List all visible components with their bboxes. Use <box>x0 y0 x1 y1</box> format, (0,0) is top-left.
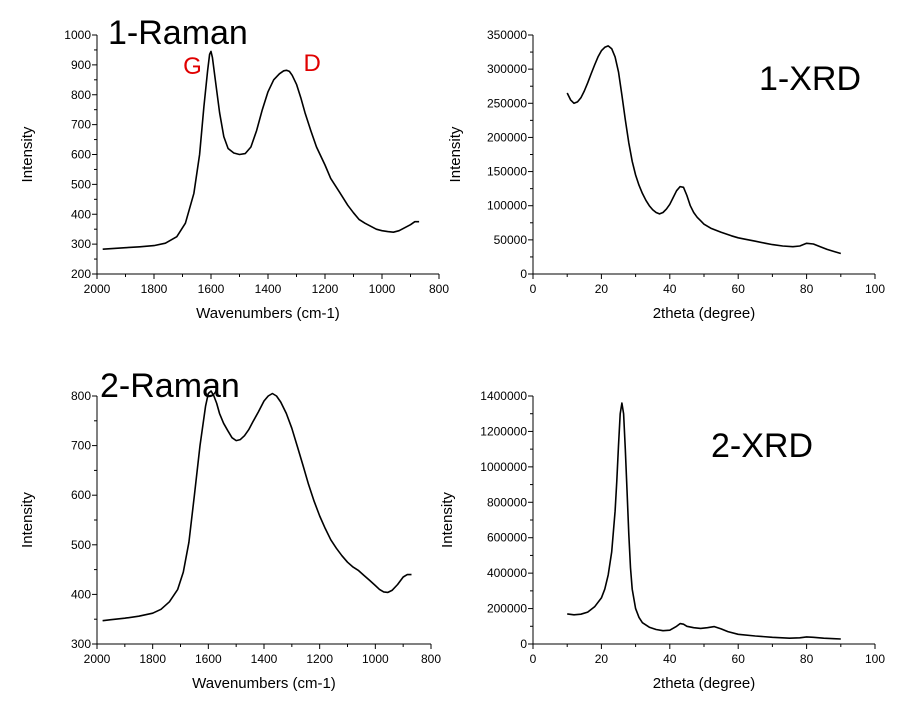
y-tick-label: 1000 <box>64 28 91 42</box>
x-tick-label: 1600 <box>198 282 225 296</box>
y-tick-label: 500 <box>71 538 91 552</box>
y-tick-label: 150000 <box>487 165 527 179</box>
y-tick-label: 800000 <box>487 495 527 509</box>
y-tick-label: 800 <box>71 389 91 403</box>
x-tick-label: 0 <box>530 652 537 666</box>
peak-annotation: G <box>183 53 202 80</box>
y-tick-label: 300 <box>71 637 91 651</box>
series-line-1 <box>102 50 420 250</box>
x-tick-label: 800 <box>429 282 449 296</box>
y-axis-title: Intensity <box>447 126 464 182</box>
chart-title: 2-XRD <box>711 427 813 465</box>
x-tick-label: 800 <box>421 652 441 666</box>
y-tick-label: 200000 <box>487 130 527 144</box>
chart-panel-1: 2000 1800 1600 1400 1200 1000 800 200 300 400 500 6… <box>19 14 449 322</box>
x-tick-label: 1200 <box>312 282 339 296</box>
chart-title: 1-XRD <box>759 60 861 98</box>
y-tick-label: 0 <box>520 267 527 281</box>
x-tick-label: 100 <box>865 282 885 296</box>
y-tick-label: 300 <box>71 237 91 251</box>
y-tick-label: 350000 <box>487 28 527 42</box>
x-tick-label: 20 <box>595 282 609 296</box>
y-tick-label: 1400000 <box>480 389 527 403</box>
x-tick-label: 1000 <box>369 282 396 296</box>
y-tick-label: 300000 <box>487 62 527 76</box>
y-tick-label: 400000 <box>487 566 527 580</box>
y-tick-label: 700 <box>71 439 91 453</box>
y-tick-label: 800 <box>71 88 91 102</box>
y-tick-label: 100000 <box>487 199 527 213</box>
x-tick-label: 1400 <box>251 652 278 666</box>
x-tick-label: 60 <box>732 652 746 666</box>
y-tick-label: 250000 <box>487 96 527 110</box>
x-tick-label: 80 <box>800 652 814 666</box>
x-tick-label: 1800 <box>139 652 166 666</box>
y-tick-label: 200000 <box>487 602 527 616</box>
y-tick-label: 1200000 <box>480 424 527 438</box>
y-tick-label: 1000000 <box>480 460 527 474</box>
chart-title: 1-Raman <box>108 14 248 52</box>
x-tick-label: 1200 <box>306 652 333 666</box>
series-line-1 <box>566 45 842 255</box>
y-axis-title: Intensity <box>439 492 456 548</box>
y-tick-label: 600000 <box>487 531 527 545</box>
chart-panel-4: 0 20 40 60 80 100 0 200000 400000 600000 800000 100… <box>439 389 885 692</box>
x-tick-label: 0 <box>530 282 537 296</box>
y-tick-label: 200 <box>71 267 91 281</box>
x-tick-label: 40 <box>663 652 677 666</box>
x-tick-label: 60 <box>732 282 746 296</box>
y-tick-label: 600 <box>71 488 91 502</box>
x-tick-label: 80 <box>800 282 814 296</box>
x-tick-label: 1000 <box>362 652 389 666</box>
x-tick-label: 20 <box>595 652 609 666</box>
x-axis-title: Wavenumbers (cm-1) <box>192 675 336 692</box>
chart-panel-3: 2000 1800 1600 1400 1200 1000 800 300 400 500 600 7… <box>19 367 441 692</box>
x-axis-title: Wavenumbers (cm-1) <box>196 305 340 322</box>
series-line-1 <box>102 390 412 622</box>
x-tick-label: 100 <box>865 652 885 666</box>
y-tick-label: 600 <box>71 148 91 162</box>
x-tick-label: 1800 <box>141 282 168 296</box>
peak-annotation: D <box>304 50 321 77</box>
x-tick-label: 1400 <box>255 282 282 296</box>
x-tick-label: 2000 <box>84 282 111 296</box>
y-tick-label: 500 <box>71 177 91 191</box>
y-axis-title: Intensity <box>19 126 36 182</box>
y-tick-label: 700 <box>71 118 91 132</box>
x-axis-title: 2theta (degree) <box>653 305 756 322</box>
series-line-1 <box>567 402 841 640</box>
y-tick-label: 400 <box>71 207 91 221</box>
chart-title: 2-Raman <box>100 367 240 405</box>
x-tick-label: 2000 <box>84 652 111 666</box>
y-tick-label: 400 <box>71 587 91 601</box>
y-axis-title: Intensity <box>19 492 36 548</box>
y-tick-label: 50000 <box>494 233 528 247</box>
x-tick-label: 40 <box>663 282 677 296</box>
y-tick-label: 900 <box>71 58 91 72</box>
y-tick-label: 0 <box>520 637 527 651</box>
x-tick-label: 1600 <box>195 652 222 666</box>
chart-panel-2: 0 20 40 60 80 100 0 50000 100000 150000 200000 2500… <box>447 28 885 322</box>
x-axis-title: 2theta (degree) <box>653 675 756 692</box>
